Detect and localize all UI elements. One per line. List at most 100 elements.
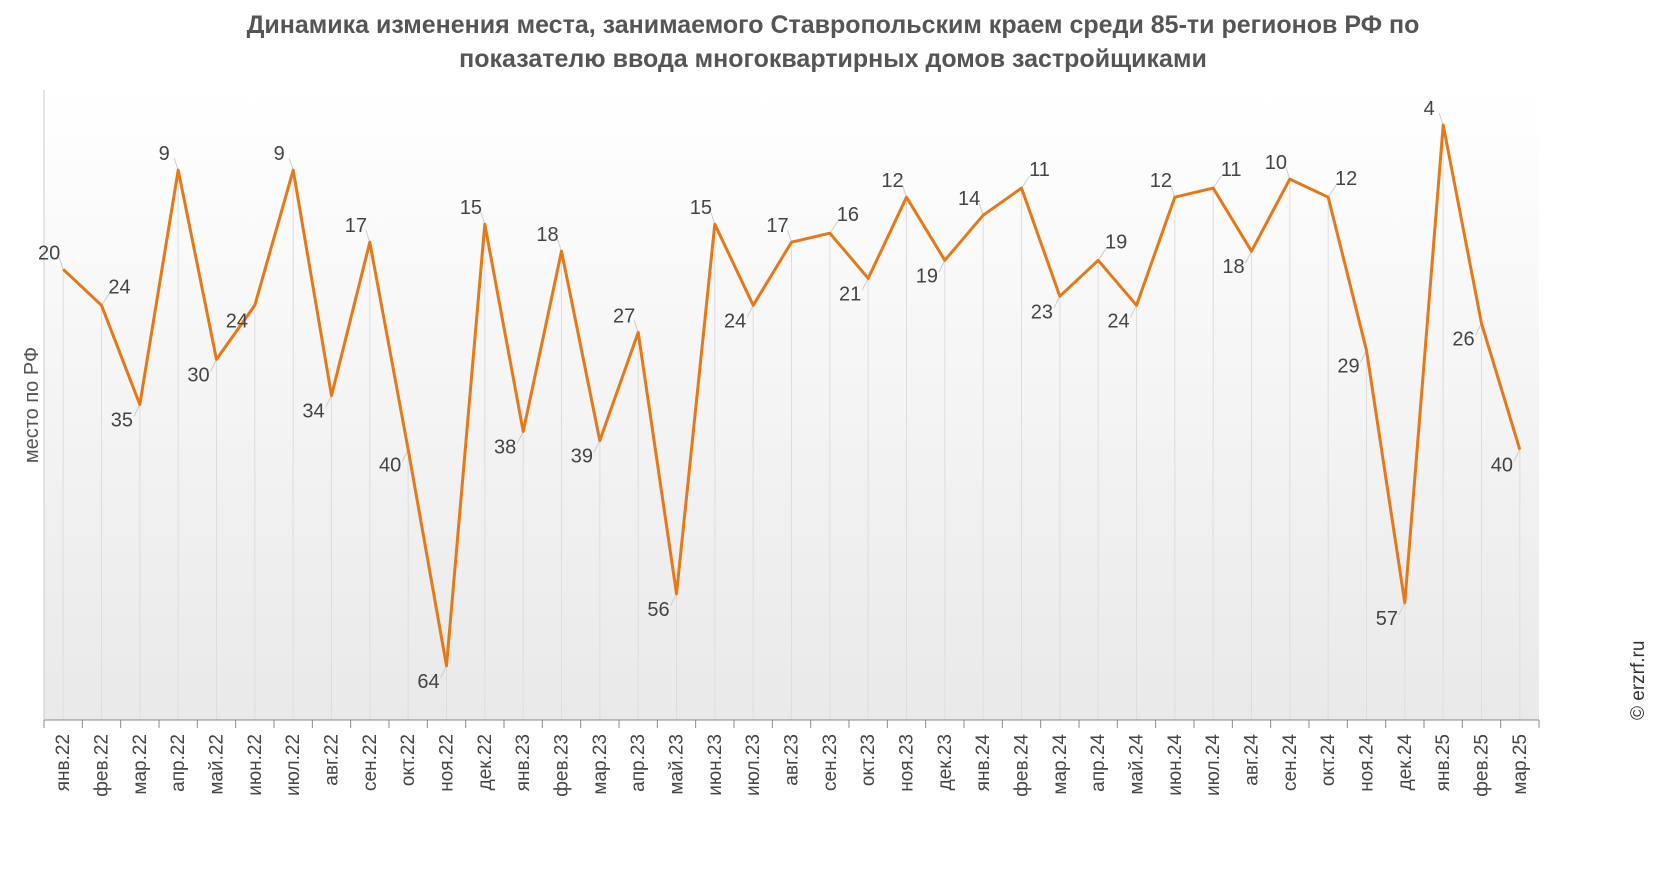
data-label: 12	[881, 170, 903, 192]
label-leader	[440, 665, 447, 679]
label-leader	[1053, 296, 1061, 309]
data-label: 19	[916, 265, 938, 287]
label-leader	[1170, 185, 1176, 198]
x-tick-label: окт.23	[858, 734, 879, 786]
label-leader	[829, 220, 839, 234]
x-tick-label: дек.22	[475, 734, 496, 790]
data-label: 12	[1150, 170, 1172, 192]
label-leader	[1327, 184, 1337, 198]
data-label: 24	[108, 276, 130, 298]
label-leaders	[58, 112, 1521, 679]
x-tick-label: дек.24	[1395, 734, 1416, 791]
label-leader	[593, 440, 601, 453]
data-label: 24	[724, 310, 746, 332]
x-tick-label: июн.24	[1165, 734, 1186, 796]
x-tick-label: сен.22	[360, 734, 381, 791]
data-label: 15	[690, 197, 712, 219]
label-leader	[173, 157, 179, 171]
label-leader	[210, 359, 217, 372]
x-tick-label: ноя.22	[437, 734, 458, 792]
label-leader	[101, 293, 110, 306]
data-label: 20	[38, 242, 60, 264]
label-leader	[710, 212, 716, 225]
x-tick-label: май.22	[207, 734, 228, 795]
label-leader	[1021, 175, 1030, 189]
data-label: 21	[839, 283, 861, 305]
label-leader	[1097, 247, 1107, 261]
data-label: 9	[159, 143, 170, 165]
x-tick-label: июл.24	[1203, 734, 1224, 796]
x-tick-label: июн.23	[705, 734, 726, 796]
x-tick-label: окт.24	[1318, 734, 1339, 787]
data-label: 23	[1031, 301, 1053, 323]
label-leader	[1130, 305, 1137, 318]
label-leader	[365, 230, 371, 243]
x-tick-label: авг.22	[322, 734, 343, 786]
label-leader	[1398, 602, 1406, 616]
x-tick-label: сен.23	[820, 734, 841, 791]
x-tick-label: мар.25	[1510, 734, 1531, 795]
data-label: 24	[1107, 310, 1129, 332]
x-tick-label: апр.23	[628, 734, 649, 792]
data-label: 40	[1491, 455, 1513, 477]
label-leader	[288, 157, 294, 171]
data-label: 24	[226, 310, 248, 332]
label-leader	[861, 278, 869, 291]
data-label: 4	[1424, 98, 1435, 120]
label-leader	[746, 305, 754, 318]
label-leader	[938, 260, 946, 273]
x-tick-label: фев.25	[1472, 734, 1493, 797]
series-line	[62, 123, 1522, 668]
x-tick-label: мар.23	[590, 734, 611, 795]
chart-title: Динамика изменения места, занимаемого Ст…	[0, 8, 1666, 76]
x-tick-label: ноя.24	[1357, 734, 1378, 792]
data-label: 18	[1222, 256, 1244, 278]
data-label: 57	[1376, 608, 1398, 630]
label-leader	[1285, 166, 1291, 180]
label-leader	[1475, 323, 1482, 336]
data-label: 12	[1335, 168, 1357, 190]
x-tick-label: янв.24	[973, 734, 994, 792]
copyright-text: © erzrf.ru	[1628, 640, 1649, 720]
label-leader	[902, 185, 907, 198]
x-tick-label: сен.24	[1280, 734, 1301, 791]
chart-title-line1: Динамика изменения места, занимаемого Ст…	[246, 11, 1420, 39]
x-tick-label: июл.23	[743, 734, 764, 796]
x-tick-label: янв.22	[53, 734, 74, 791]
x-tick-label: янв.23	[513, 734, 534, 791]
y-axis-label: место по РФ	[21, 347, 43, 463]
label-leader	[325, 395, 332, 408]
data-label: 34	[302, 400, 324, 422]
data-label: 38	[494, 437, 516, 459]
x-tick-label: апр.22	[168, 734, 189, 792]
label-leader	[1212, 175, 1222, 189]
data-label: 19	[1105, 231, 1127, 253]
data-labels: 20 24 35 9 30 24 9 34 17 40 64 15 38 18 39 27 56 15 24 17 16…	[38, 98, 1513, 693]
x-tick-label: апр.24	[1088, 734, 1109, 792]
data-label: 10	[1265, 152, 1287, 174]
x-tick-label: фев.22	[92, 734, 113, 797]
label-leader	[787, 230, 792, 243]
data-label: 26	[1452, 328, 1474, 350]
data-label: 40	[379, 455, 401, 477]
x-tick-label: мар.22	[130, 734, 151, 795]
data-label: 14	[958, 188, 980, 210]
grid-lines	[62, 125, 1521, 720]
label-leader	[58, 257, 64, 270]
data-label: 18	[536, 224, 558, 246]
x-axis-labels: янв.22 фев.22 мар.22 апр.22 май.22 июн.22 июл.…	[53, 734, 1531, 797]
x-tick-label: ноя.23	[897, 734, 918, 792]
x-axis-ticks	[43, 720, 1540, 728]
x-tick-label: янв.25	[1433, 734, 1454, 791]
label-leader	[978, 203, 984, 216]
x-tick-label: авг.24	[1242, 734, 1263, 786]
data-label: 17	[345, 215, 367, 237]
label-leader	[633, 320, 639, 333]
data-label: 11	[1221, 159, 1242, 181]
data-label: 56	[647, 599, 669, 621]
x-tick-label: май.24	[1127, 734, 1148, 795]
data-label: 15	[460, 197, 482, 219]
x-tick-label: июн.22	[245, 734, 266, 796]
data-label: 27	[613, 305, 635, 327]
